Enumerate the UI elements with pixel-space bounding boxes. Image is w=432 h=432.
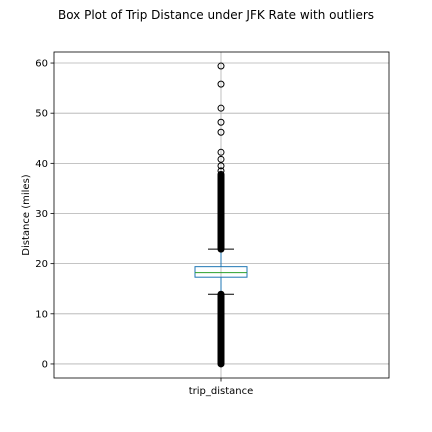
outlier-point <box>217 80 225 88</box>
y-tick-label: 60 <box>35 59 48 70</box>
iqr-box <box>194 266 248 278</box>
outlier-point <box>217 62 225 70</box>
y-tick-label: 40 <box>35 159 48 170</box>
y-tick-label: 10 <box>35 309 48 320</box>
box-layer <box>194 248 248 295</box>
x-tick-label: trip_distance <box>189 386 254 397</box>
y-tick-label: 30 <box>35 209 48 220</box>
chart-title: Box Plot of Trip Distance under JFK Rate… <box>58 8 374 22</box>
y-axis-label: Distance (miles) <box>21 174 32 255</box>
plot-frame <box>53 51 390 379</box>
outlier-point <box>217 155 225 163</box>
y-tick-label: 0 <box>42 359 48 370</box>
outlier-point <box>217 162 225 170</box>
outlier-point <box>217 104 225 112</box>
x-axis: trip_distance <box>189 378 254 397</box>
y-axis: 0 10 20 30 40 50 60 <box>35 59 54 370</box>
outlier-point <box>217 167 225 175</box>
outlier-layer <box>217 62 225 368</box>
y-tick-label: 20 <box>35 259 48 270</box>
outlier-point <box>217 118 225 126</box>
outlier-point <box>217 128 225 136</box>
outlier-point <box>217 148 225 156</box>
y-tick-label: 50 <box>35 109 48 120</box>
outlier-point <box>217 170 225 178</box>
